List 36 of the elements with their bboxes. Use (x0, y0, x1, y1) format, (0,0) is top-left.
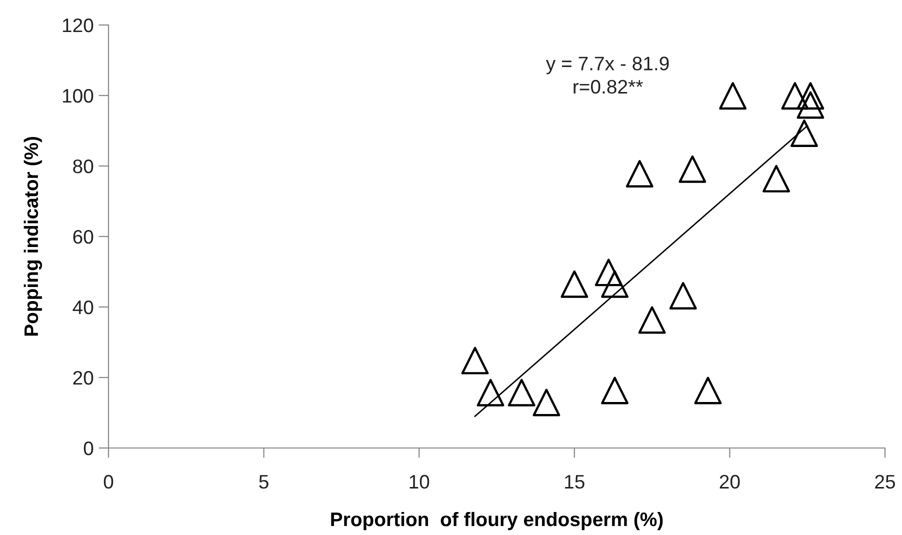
point (532, 388, 560, 416)
point (781, 82, 809, 110)
x-tick-label: 5 (259, 475, 268, 489)
y-tick-label: 100 (62, 88, 94, 103)
annotation: y = 7.7x - 81.9 (546, 56, 669, 74)
point (762, 164, 790, 192)
x-tick-label: 15 (565, 475, 584, 489)
point (669, 282, 697, 310)
point (626, 160, 654, 188)
x-tick-label: 0 (104, 474, 114, 489)
y-axis-title: Popping indicator (%) (24, 137, 42, 336)
x-axis-title: Proportion of floury endosperm (%) (331, 512, 663, 530)
point (601, 376, 629, 404)
x-tick-label: 10 (410, 474, 430, 489)
x-tick-label: 25 (875, 474, 895, 489)
x-tick-label: 20 (720, 474, 740, 489)
point (508, 378, 536, 406)
point (790, 119, 818, 147)
y-tick-label: 0 (84, 441, 94, 456)
point (461, 346, 489, 374)
point (796, 82, 824, 110)
point (560, 270, 588, 298)
y-tick-label: 120 (62, 18, 94, 32)
y-tick-label: 20 (73, 370, 94, 385)
annotation: r=0.82** (574, 80, 643, 94)
point (594, 258, 622, 286)
point (476, 378, 504, 406)
y-tick-label: 80 (73, 159, 94, 174)
point (719, 82, 747, 110)
point (601, 270, 629, 298)
point (694, 376, 722, 404)
point (638, 306, 666, 334)
y-tick-label: 40 (72, 300, 94, 314)
y-tick-label: 60 (73, 230, 94, 244)
point (678, 155, 706, 183)
point (796, 91, 824, 119)
